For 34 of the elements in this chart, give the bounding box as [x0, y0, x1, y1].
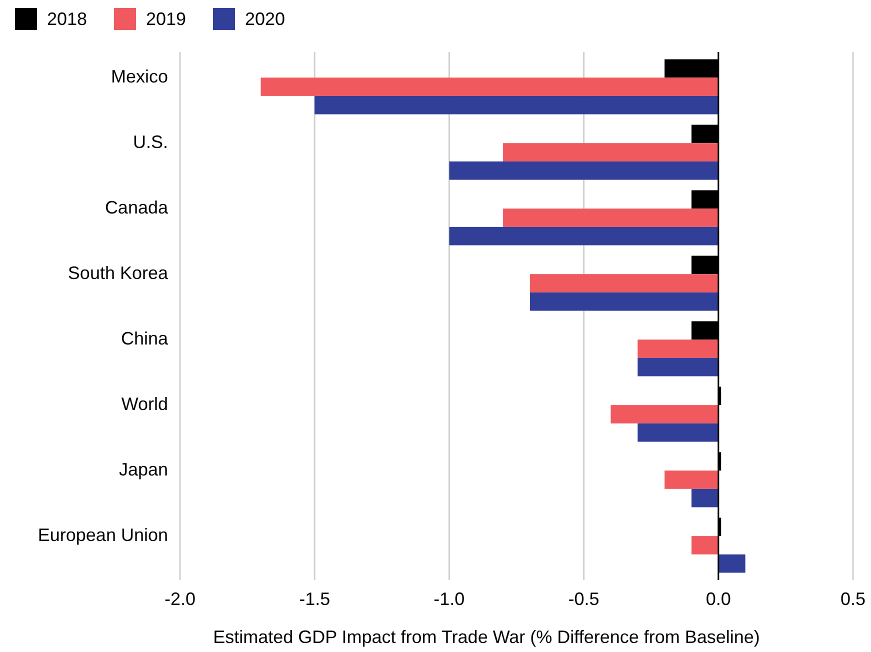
bar	[638, 340, 718, 358]
bar	[503, 208, 718, 227]
x-tick-label: -1.5	[299, 588, 330, 609]
legend-label: 2018	[47, 8, 88, 29]
bar	[314, 96, 718, 114]
y-tick-label: Japan	[118, 459, 168, 480]
bar	[530, 292, 718, 311]
legend-label: 2019	[146, 8, 186, 29]
y-tick-label: European Union	[38, 524, 168, 545]
legend-label: 2020	[245, 8, 286, 29]
x-tick-label: -1.0	[434, 588, 465, 609]
y-tick-label: Canada	[104, 197, 169, 218]
bar	[449, 226, 718, 246]
bar	[260, 78, 718, 96]
bar	[449, 161, 718, 180]
bar	[638, 423, 718, 442]
y-tick-label: South Korea	[68, 262, 169, 283]
x-axis-title: Estimated GDP Impact from Trade War (% Difference from Baseline)	[213, 626, 760, 647]
y-tick-label: World	[121, 394, 168, 414]
bar	[638, 358, 718, 376]
bar	[691, 488, 718, 508]
bar	[530, 274, 718, 292]
bar	[503, 143, 718, 162]
x-tick-label: -2.0	[164, 588, 196, 609]
y-tick-label: U.S.	[132, 132, 168, 152]
bar	[718, 554, 746, 573]
y-tick-label: Mexico	[110, 66, 168, 86]
x-tick-label: 0.0	[706, 588, 731, 609]
bar	[664, 470, 718, 489]
x-tick-label: -0.5	[568, 588, 600, 609]
bar	[691, 536, 718, 554]
x-tick-label: 0.5	[840, 588, 866, 609]
y-tick-label: China	[120, 328, 169, 348]
bar	[610, 405, 718, 424]
